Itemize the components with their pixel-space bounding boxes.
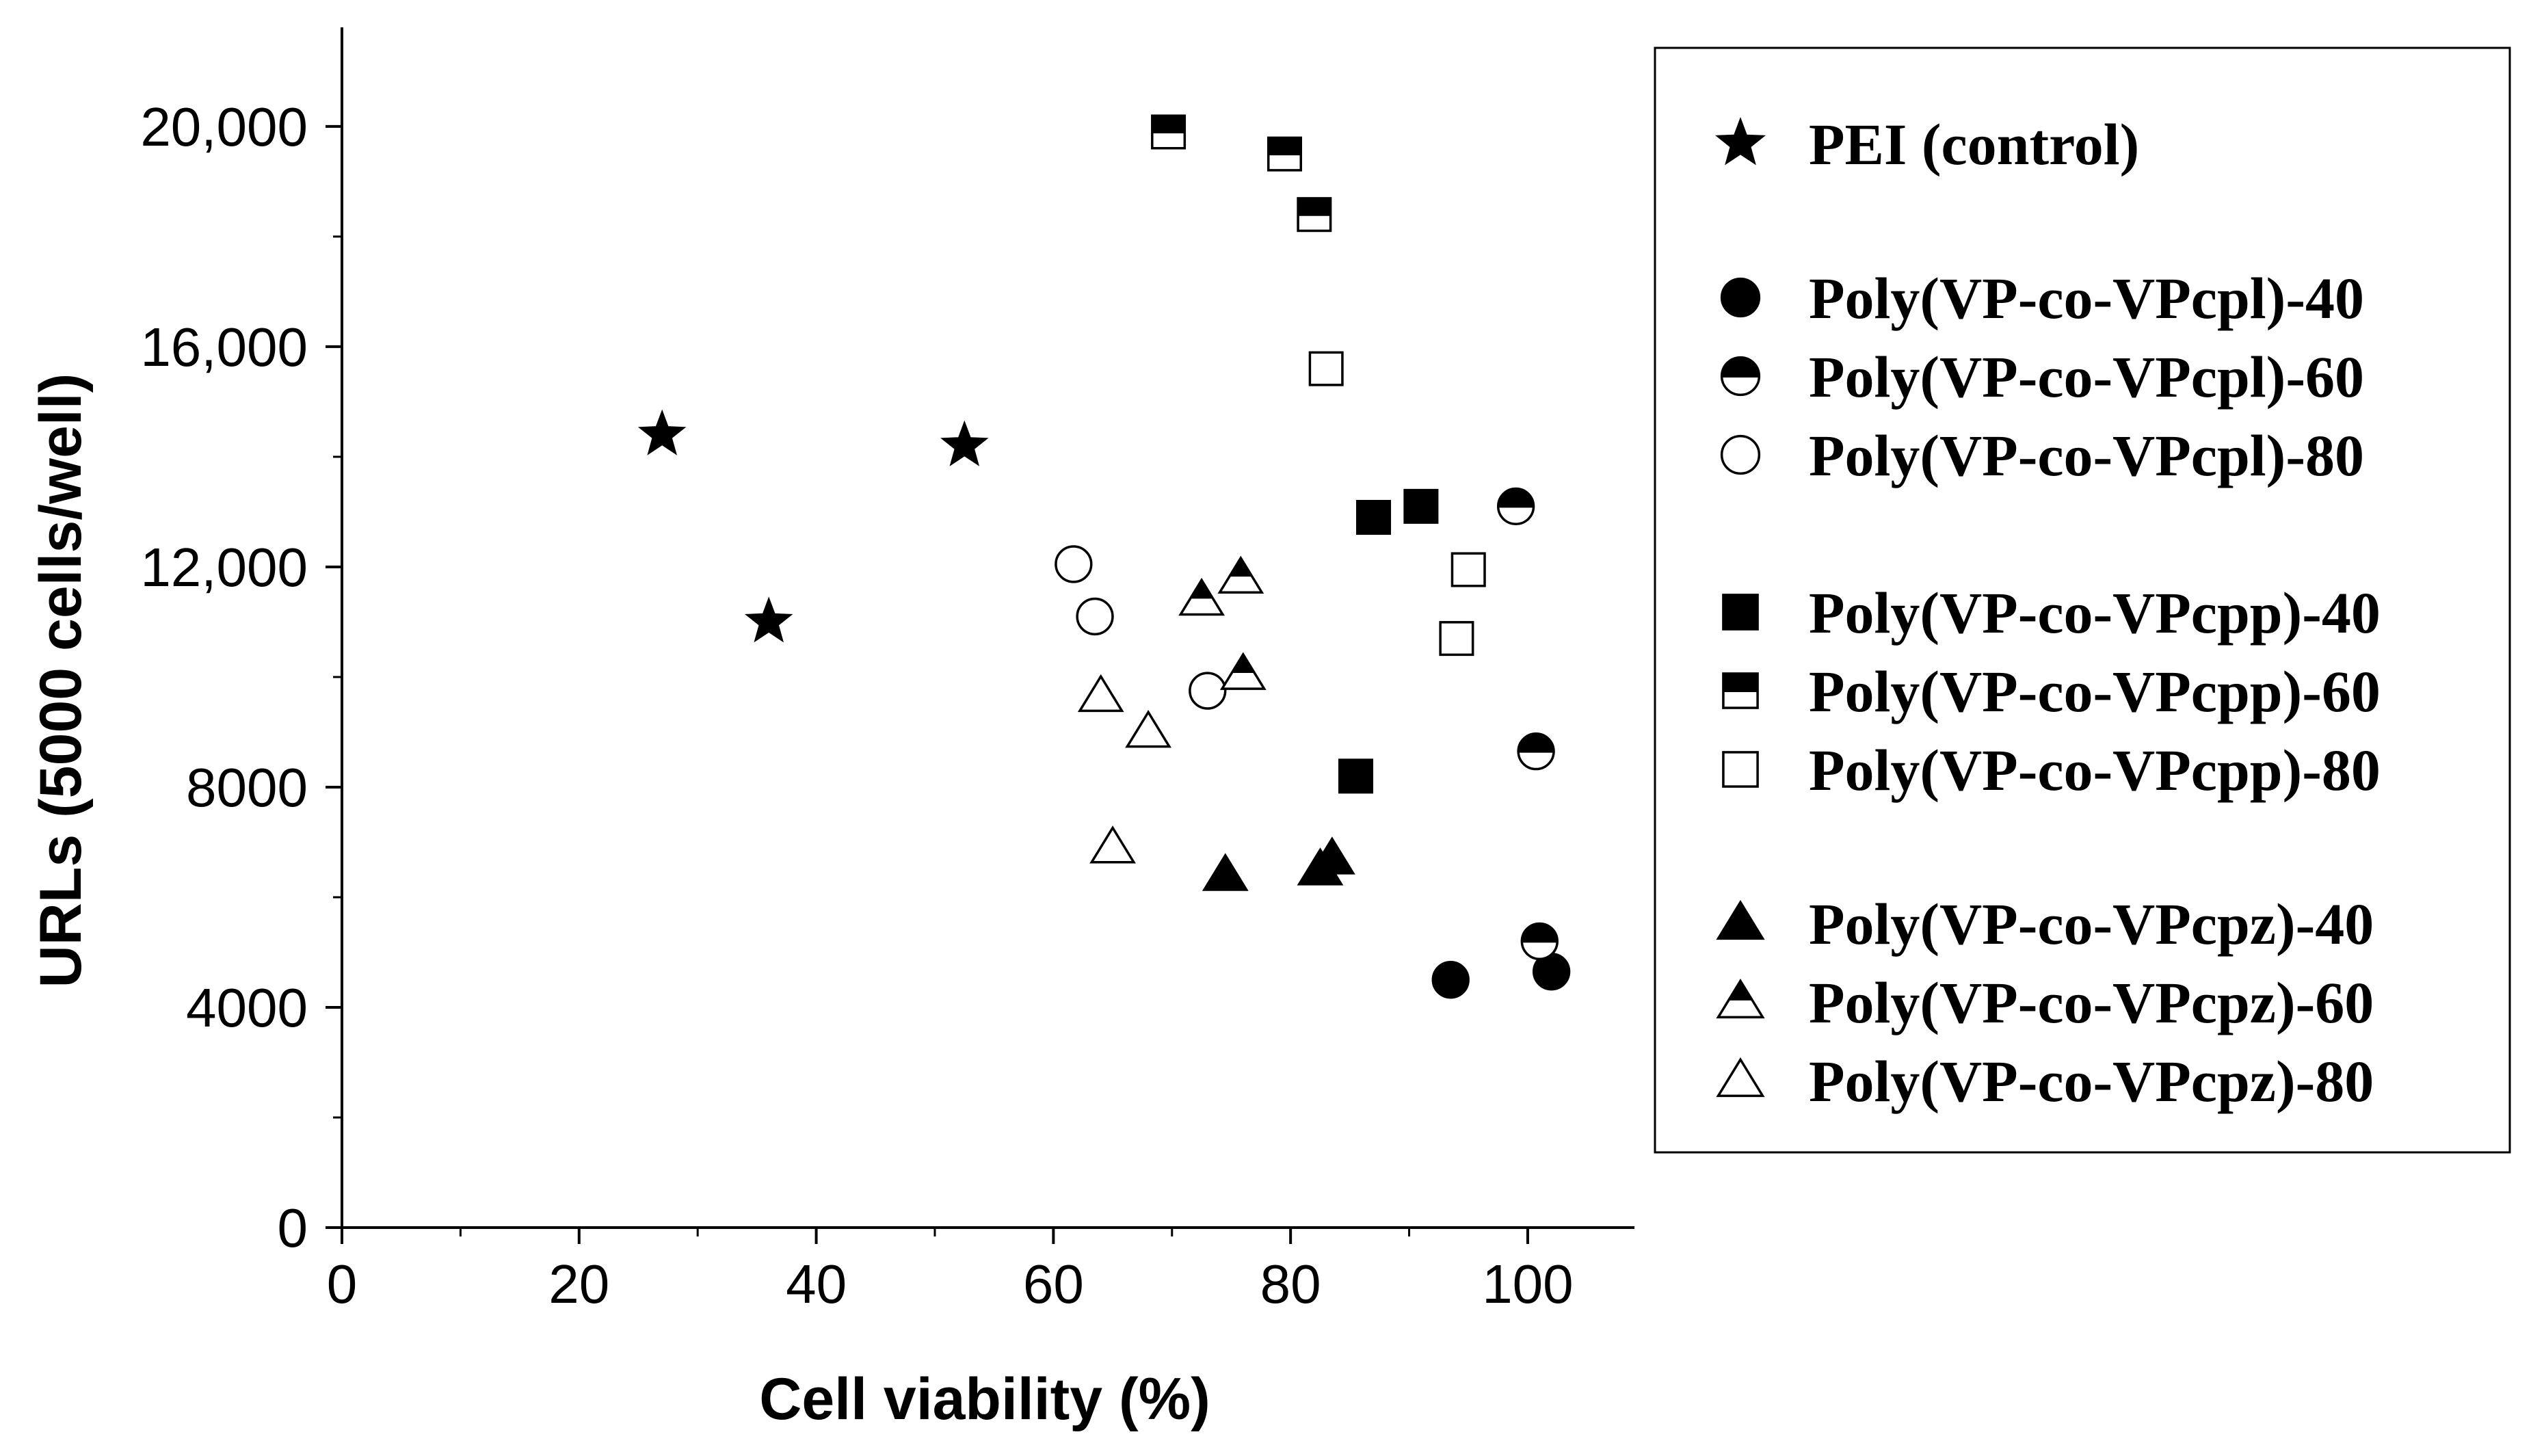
series-9 [1077,674,1171,864]
series-6 [1308,351,1486,657]
legend-label: Poly(VP-co-VPcpl)-40 [1809,265,2364,331]
legend-marker [1722,751,1759,788]
legend-marker [1716,1057,1765,1098]
y-tick-label: 12,000 [140,537,308,598]
legend-marker [1720,434,1761,475]
legend-label: PEI (control) [1809,111,2139,177]
data-point [1219,652,1267,690]
series-5 [1151,114,1332,233]
legend-label: Poly(VP-co-VPcpz)-60 [1809,970,2374,1035]
data-point [1267,136,1302,172]
data-point [1517,732,1555,771]
data-point [1338,758,1374,794]
data-point [1297,197,1332,233]
data-point [1450,552,1486,587]
axes [341,27,1634,1229]
legend-label: Poly(VP-co-VPcpp)-40 [1809,580,2381,646]
data-point [637,409,687,455]
data-point [1077,674,1124,713]
y-axis-title: URLs (5000 cells/well) [28,373,94,988]
x-axis-ticks: 0 20 40 60 80 100 [327,1228,1574,1314]
data-point [1202,853,1249,891]
series-7 [1202,836,1355,891]
y-tick-label: 20,000 [140,96,308,157]
y-axis-ticks: 0 4000 8000 12,000 16,000 20,000 [140,96,342,1258]
x-tick-label: 80 [1260,1254,1321,1314]
data-point [1431,961,1470,999]
legend-marker [1714,117,1766,166]
legend-marker [1716,978,1765,1019]
legend-label: Poly(VP-co-VPcpz)-40 [1809,891,2374,957]
legend-marker [1720,277,1761,318]
data-point [1520,922,1559,961]
y-tick-label: 8000 [186,757,308,818]
data-point [1076,597,1114,636]
legend-label: Poly(VP-co-VPcpl)-80 [1809,423,2364,488]
series-2 [1496,487,1559,961]
y-tick-label: 16,000 [140,317,308,378]
data-point [1217,555,1264,594]
data-point [1308,351,1344,386]
series-8 [1178,555,1267,690]
data-point [1125,710,1171,748]
y-tick-label: 0 [278,1197,308,1258]
legend-label: Poly(VP-co-VPcpp)-60 [1809,659,2381,724]
y-tick-label: 4000 [186,977,308,1038]
series-4 [1338,488,1439,794]
legend-label: Poly(VP-co-VPcpl)-60 [1809,344,2364,410]
legend-marker [1720,356,1761,397]
data-point [1439,621,1474,657]
data-point [1356,499,1392,535]
x-axis-title: Cell viability (%) [759,1366,1210,1432]
x-tick-label: 20 [548,1254,609,1314]
data-points [637,114,1571,999]
x-tick-label: 60 [1023,1254,1084,1314]
series-0 [637,409,989,643]
data-point [1189,672,1227,710]
data-point [1496,487,1535,526]
legend-label: Poly(VP-co-VPcpz)-80 [1809,1048,2374,1114]
data-point [1089,825,1136,864]
x-tick-label: 100 [1482,1254,1573,1314]
data-point [1178,577,1225,616]
series-1 [1431,952,1571,999]
legend-marker [1716,899,1765,940]
data-point [744,596,793,643]
legend-box [1654,47,2511,1154]
legend-label: Poly(VP-co-VPcpp)-80 [1809,737,2381,803]
x-tick-label: 0 [327,1254,358,1314]
data-point [1055,545,1093,583]
data-point [1151,114,1187,150]
series-3 [1055,545,1227,710]
data-point [1297,847,1344,886]
data-point [940,420,989,466]
legend-marker [1722,672,1759,709]
legend-marker [1722,594,1759,631]
data-point [1403,488,1439,524]
x-tick-label: 40 [786,1254,847,1314]
legend: PEI (control) Poly(VP-co-VPcpl)-40 Poly(VP… [1654,47,2511,1154]
